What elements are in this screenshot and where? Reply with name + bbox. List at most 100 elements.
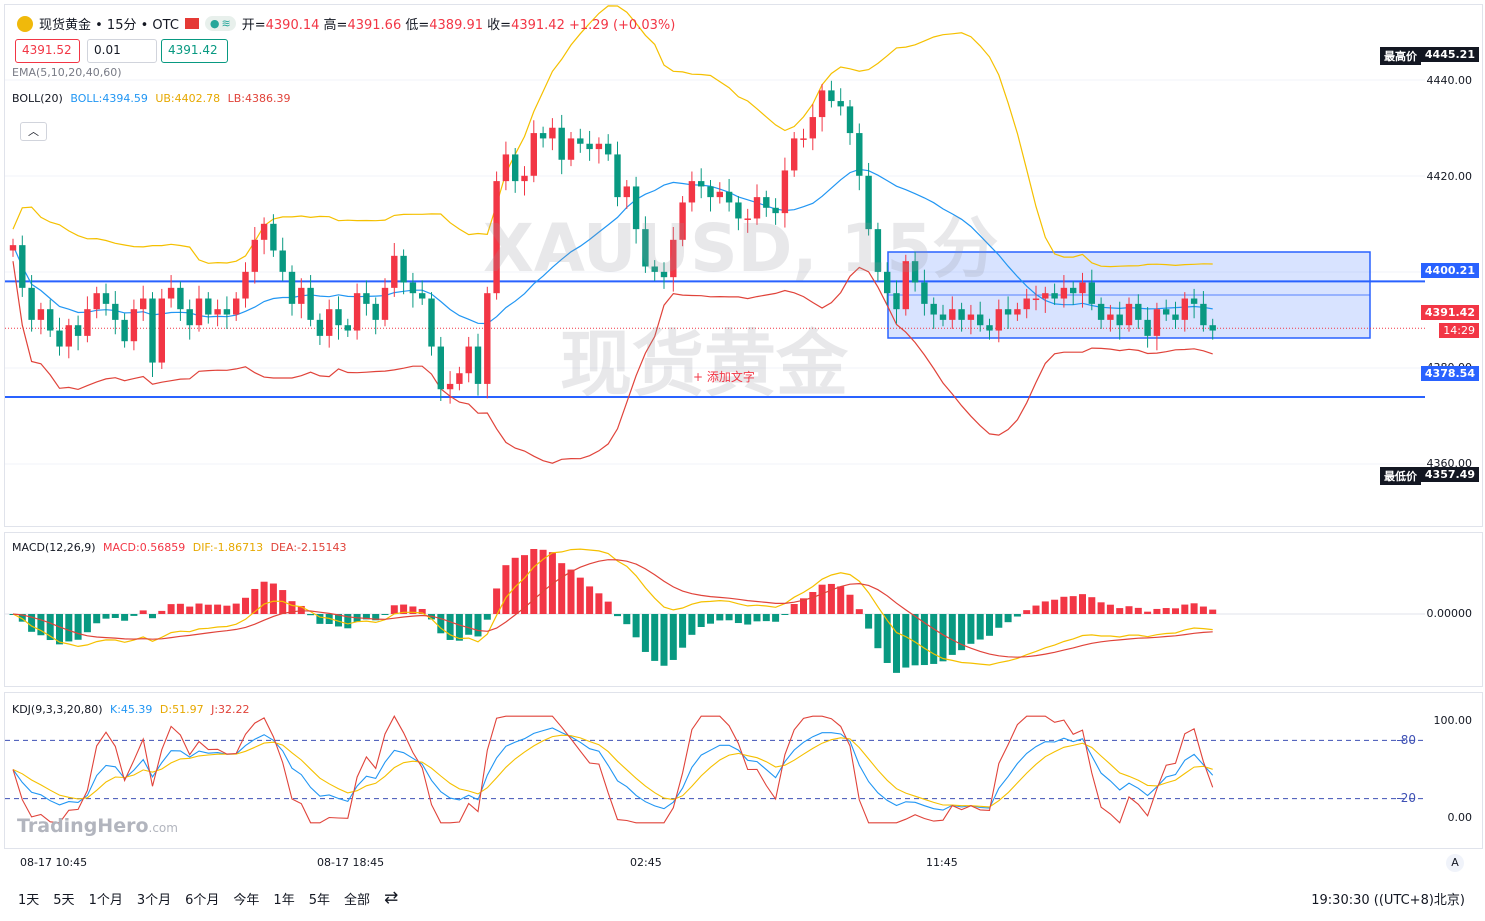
range-6m[interactable]: 6个月 (185, 892, 220, 908)
range-all[interactable]: 全部 (343, 892, 370, 908)
macd-histogram-bar (1097, 602, 1105, 614)
range-1m[interactable]: 1个月 (88, 892, 123, 908)
candle-body (223, 309, 231, 315)
macd-histogram-bar (1153, 608, 1161, 614)
candle-body (260, 223, 268, 240)
range-1d[interactable]: 1天 (18, 892, 40, 908)
candle-body (1032, 298, 1040, 301)
macd-histogram-bar (958, 614, 966, 651)
candle-body (195, 298, 203, 326)
goto-date-icon[interactable]: ⇄ (384, 888, 399, 908)
kdj-panel[interactable]: KDJ(9,3,3,20,80) K:45.39 D:51.97 J:32.22… (4, 692, 1483, 849)
macd-legend[interactable]: MACD(12,26,9) MACD:0.56859 DIF:-1.86713 … (12, 541, 347, 554)
candle-body (679, 202, 686, 240)
candle-body (800, 138, 807, 140)
macd-histogram-bar (195, 603, 203, 614)
candle-body (995, 309, 1002, 331)
kdj-legend[interactable]: KDJ(9,3,3,20,80) K:45.39 D:51.97 J:32.22 (12, 703, 250, 716)
range-ytd[interactable]: 今年 (233, 892, 260, 908)
lower-line-price: 4378.54 (1420, 366, 1479, 381)
price-tick: 4360.00 (1426, 457, 1473, 470)
macd-histogram-bar (930, 614, 938, 664)
candle-body (409, 282, 417, 294)
candle-body (772, 207, 779, 214)
candle-body (279, 250, 286, 272)
macd-histogram-bar (614, 614, 621, 617)
candle-body (47, 309, 54, 331)
candle-body (214, 309, 221, 315)
range-3m[interactable]: 3个月 (136, 892, 172, 908)
macd-histogram-bar (18, 614, 26, 622)
buy-price-button[interactable]: 4391.42 (161, 39, 228, 63)
kdj-canvas[interactable] (5, 693, 1483, 849)
price-chart-canvas[interactable] (5, 5, 1483, 527)
candle-body (37, 309, 45, 320)
macd-histogram-bar (37, 614, 45, 636)
symbol-title[interactable]: 现货黄金 • 15分 • OTC (39, 18, 179, 33)
candle-body (958, 309, 965, 320)
candle-body (84, 309, 91, 336)
macd-panel[interactable]: MACD(12,26,9) MACD:0.56859 DIF:-1.86713 … (4, 532, 1483, 687)
candle-body (884, 271, 891, 294)
macd-histogram-bar (744, 614, 752, 625)
candle-body (874, 229, 882, 272)
candle-body (19, 245, 26, 288)
candle-body (121, 319, 128, 342)
macd-histogram-bar (920, 614, 928, 666)
collapse-legend-button[interactable]: ︿ (20, 122, 47, 141)
candle-body (391, 255, 398, 288)
macd-histogram-bar (1004, 614, 1012, 623)
candle-body (567, 138, 575, 160)
candle-body (56, 330, 63, 347)
sell-price-button[interactable]: 4391.52 (15, 39, 80, 63)
candle-body (530, 133, 537, 176)
kdj-k-line (12, 727, 1214, 811)
kdj-tick-100: 100.00 (1433, 714, 1473, 727)
macd-histogram-bar (83, 614, 91, 633)
candle-body (902, 261, 909, 310)
add-text-hint[interactable]: + 添加文字 (693, 370, 755, 384)
time-axis[interactable]: 08-17 10:45 08-17 18:45 02:45 11:45 A (4, 851, 1483, 875)
candle-body (74, 325, 82, 336)
macd-histogram-bar (400, 604, 408, 614)
macd-histogram-bar (604, 601, 612, 614)
macd-histogram-bar (716, 614, 724, 621)
candle-body (1070, 287, 1077, 294)
candle-body (1023, 298, 1030, 310)
candle-body (65, 325, 72, 347)
ema-legend[interactable]: EMA(5,10,20,40,60) (12, 66, 122, 79)
brand-logo: TradingHero.com (17, 815, 178, 837)
macd-histogram-bar (976, 614, 984, 640)
range-1y[interactable]: 1年 (273, 892, 295, 908)
clock-timezone[interactable]: 19:30:30 ((UTC+8)北京) (1311, 892, 1465, 908)
candle-body (242, 271, 249, 299)
range-5d[interactable]: 5天 (53, 892, 75, 908)
gold-coin-icon (17, 15, 33, 32)
boll-upper-band (12, 5, 1213, 268)
boll-legend[interactable]: BOLL(20) BOLL:4394.59 UB:4402.78 LB:4386… (12, 92, 291, 105)
market-status-pill[interactable]: ● ≋ (204, 16, 236, 31)
candle-body (930, 303, 937, 315)
candle-body (1051, 293, 1058, 299)
macd-histogram-bar (121, 614, 129, 621)
boll-lower-band (12, 261, 1213, 464)
range-5y[interactable]: 5年 (308, 892, 330, 908)
macd-histogram-bar (335, 614, 342, 627)
price-chart-panel[interactable]: XAUUSD, 15分 现货黄金 + 添加文字 现货黄金 • 15分 • OTC… (4, 4, 1483, 527)
auto-scale-button[interactable]: A (1446, 854, 1464, 872)
candle-body (484, 293, 491, 384)
macd-histogram-bar (316, 614, 324, 624)
candle-body (1172, 314, 1179, 320)
candle-body (381, 287, 389, 320)
candle-body (1014, 309, 1021, 315)
macd-histogram-bar (939, 614, 947, 662)
candle-body (270, 223, 277, 251)
macd-histogram-bar (111, 614, 119, 618)
quantity-input[interactable]: 0.01 (87, 39, 157, 63)
macd-histogram-bar (1181, 604, 1189, 614)
macd-histogram-bar (679, 614, 687, 648)
macd-histogram-bar (697, 614, 705, 628)
symbol-header: 现货黄金 • 15分 • OTC ● ≋ 开=4390.14 高=4391.66 … (17, 14, 675, 33)
candle-body (1181, 298, 1188, 320)
macd-canvas[interactable] (5, 533, 1483, 687)
